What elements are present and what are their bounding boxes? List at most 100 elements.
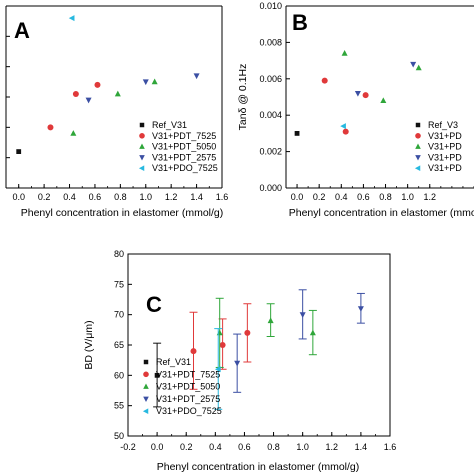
data-point <box>267 317 274 324</box>
legend-marker <box>138 165 145 171</box>
legend-marker <box>142 408 149 414</box>
data-point <box>70 130 77 136</box>
y-tick-label: 50 <box>114 431 124 441</box>
data-point <box>47 124 54 131</box>
x-tick-label: 0.2 <box>180 442 193 452</box>
legend-label: V31+PD <box>428 142 462 152</box>
data-point <box>354 90 361 97</box>
legend-label: V31+PDT_2575 <box>152 152 216 162</box>
data-point <box>380 97 387 104</box>
data-point <box>219 342 226 348</box>
x-tick-label: 1.4 <box>355 442 368 452</box>
data-point <box>357 306 364 312</box>
legend-label: V31+PD <box>428 163 462 173</box>
panel-a: 0.0 0.2 0.4 0.6 0.8 1.0 1.2 1.4 1.6 Phenyl concen… <box>5 5 229 219</box>
legend-marker <box>143 359 149 365</box>
legend-marker <box>139 133 145 139</box>
legend-label: Ref_V31 <box>156 357 191 367</box>
legend-label: V31+PDO_7525 <box>152 163 218 173</box>
legend-label: V31+PDT_5050 <box>156 382 220 392</box>
x-tick-label: 1.0 <box>140 192 153 202</box>
data-point <box>299 312 306 318</box>
y-tick-label: 0.002 <box>259 147 282 157</box>
x-tick-label: 0.6 <box>238 442 251 452</box>
y-axis-label: BD (V/μm) <box>83 320 95 369</box>
legend-marker <box>143 371 149 378</box>
data-point <box>94 81 101 88</box>
x-tick-label: 1.2 <box>326 442 339 452</box>
legend-marker <box>139 143 145 149</box>
data-point <box>154 372 160 378</box>
x-tick-label: 1.0 <box>401 192 414 202</box>
x-tick-label: 1.0 <box>296 442 309 452</box>
data-point <box>193 73 200 80</box>
data-point <box>190 348 197 355</box>
x-tick-label: 0.0 <box>12 192 25 202</box>
legend-marker <box>139 122 145 128</box>
y-tick-label: 80 <box>114 249 124 259</box>
panel-label: C <box>146 292 162 317</box>
y-tick-label: 0.008 <box>259 37 282 47</box>
x-tick-label: 0.4 <box>63 192 76 202</box>
legend-label: V31+PDT_7525 <box>156 369 220 379</box>
legend-label: V31+PD <box>428 152 462 162</box>
x-tick-label: 0.0 <box>151 442 164 452</box>
x-tick-label: 0.4 <box>335 192 348 202</box>
x-axis-label: Phenyl concentration in elastomer (mmol/… <box>289 207 474 219</box>
data-point <box>342 128 349 135</box>
legend-marker <box>143 396 149 402</box>
x-tick-label: 0.2 <box>38 192 51 202</box>
panel-label: B <box>292 10 308 35</box>
y-tick-label: 0.010 <box>259 1 282 11</box>
legend-marker <box>415 133 421 139</box>
x-tick-label: 0.8 <box>379 192 392 202</box>
x-tick-label: 1.4 <box>190 192 203 202</box>
x-tick-label: 0.6 <box>89 192 102 202</box>
data-point <box>415 64 422 71</box>
y-tick-label: 65 <box>114 340 124 350</box>
x-tick-label: 0.2 <box>313 192 326 202</box>
data-point <box>114 90 121 97</box>
x-tick-label: 1.6 <box>384 442 397 452</box>
data-point <box>85 97 92 104</box>
y-tick-label: 0.004 <box>259 110 282 120</box>
legend-marker <box>415 155 421 161</box>
data-point <box>341 50 348 56</box>
x-tick-label: 0.8 <box>114 192 127 202</box>
legend-marker <box>143 383 149 389</box>
legend: Ref_V31V31+PDT_7525V31+PDT_5050V31+PDT_2… <box>138 120 218 173</box>
y-tick-label: 70 <box>114 310 124 320</box>
legend-marker <box>414 165 421 171</box>
panel-c: -0.2 0.0 0.2 0.4 0.6 0.8 1.0 1.2 1.4 1.6 50 55 60 65 7… <box>83 249 396 473</box>
data-point <box>68 15 75 22</box>
data-point <box>216 329 223 336</box>
data-point <box>142 79 149 86</box>
x-axis-label: Phenyl concentration in elastomer (mmol/… <box>157 461 360 473</box>
data-point <box>362 92 369 99</box>
x-tick-label: 1.2 <box>165 192 178 202</box>
data-point <box>410 61 417 68</box>
y-tick-label: 55 <box>114 401 124 411</box>
panel-label: A <box>14 18 30 43</box>
data-point <box>214 366 221 373</box>
legend-label: V31+PDT_5050 <box>152 142 216 152</box>
data-point <box>244 329 251 336</box>
x-axis-label: Phenyl concentration in elastomer (mmol/… <box>21 207 224 219</box>
legend: Ref_V31V31+PDT_7525V31+PDT_5050V31+PDT_2… <box>142 357 222 416</box>
data-point <box>72 90 79 97</box>
x-tick-label: 0.0 <box>291 192 304 202</box>
x-tick-label: 0.8 <box>267 442 280 452</box>
y-axis-label: Tanδ @ 0.1Hz <box>237 64 249 131</box>
legend-marker <box>415 122 421 128</box>
data-point <box>151 78 158 85</box>
y-tick-label: 0.006 <box>259 74 282 84</box>
legend-label: V31+PDO_7525 <box>156 406 222 416</box>
legend-marker <box>415 143 421 149</box>
data-point <box>309 329 316 336</box>
y-tick-label: 75 <box>114 279 124 289</box>
x-tick-label: 1.6 <box>216 192 229 202</box>
data-point <box>321 77 328 84</box>
x-tick-label: 1.2 <box>424 192 437 202</box>
